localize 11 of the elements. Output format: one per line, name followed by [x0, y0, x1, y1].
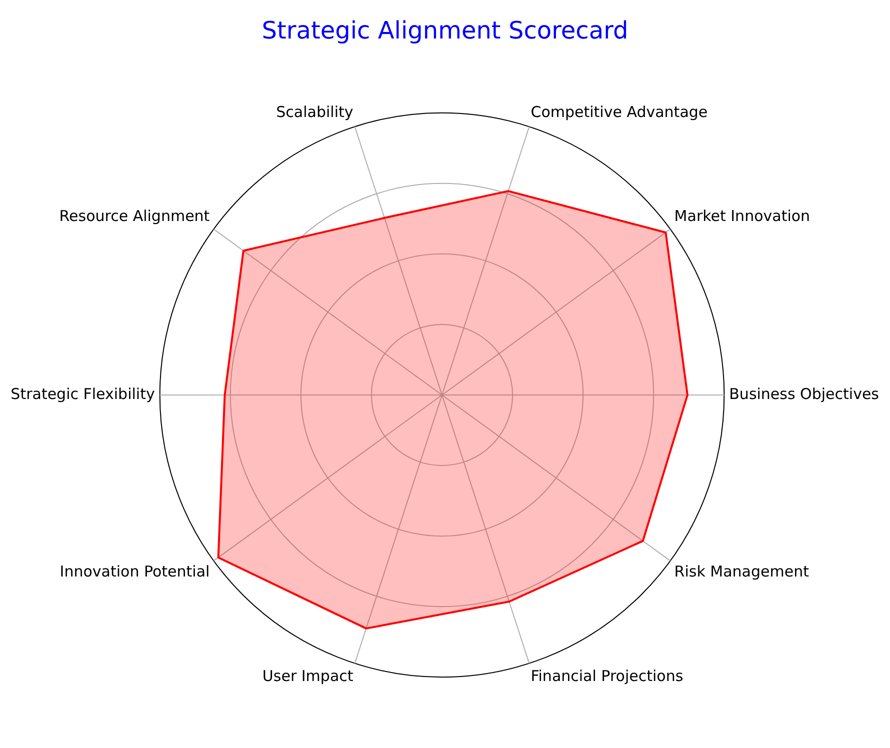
- spoke-label: Risk Management: [674, 562, 810, 581]
- spoke-label: Scalability: [276, 102, 354, 121]
- spoke-label: Strategic Flexibility: [10, 384, 155, 403]
- spoke-label: Financial Projections: [530, 666, 684, 685]
- spoke-label: Market Innovation: [674, 207, 810, 226]
- spoke-label: Resource Alignment: [59, 207, 210, 226]
- spoke-label: Business Objectives: [729, 384, 880, 403]
- spoke-label: Competitive Advantage: [530, 102, 708, 121]
- spoke-label: User Impact: [262, 666, 354, 685]
- chart-title: Strategic Alignment Scorecard: [262, 16, 628, 45]
- spoke-label: Innovation Potential: [60, 562, 210, 581]
